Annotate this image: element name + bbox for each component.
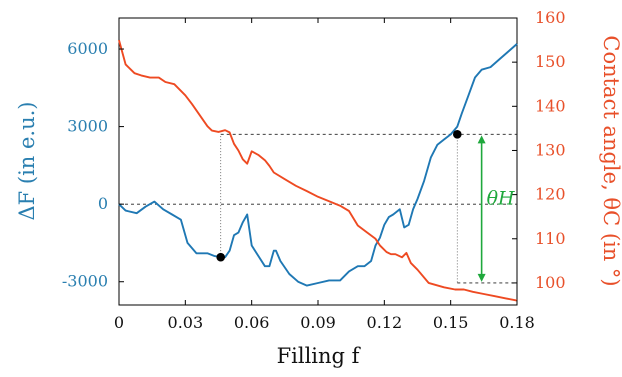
y-axis-left-label: ΔF (in e.u.) xyxy=(15,101,39,220)
y-right-tick-label: 120 xyxy=(535,185,566,204)
arrow-head-down xyxy=(477,273,486,282)
y-right-tick-label: 110 xyxy=(535,229,566,248)
x-tick-label: 0.12 xyxy=(367,313,403,332)
x-axis-label: Filling f xyxy=(277,344,362,368)
x-tick-label: 0.09 xyxy=(300,313,336,332)
y-right-tick-label: 140 xyxy=(535,96,566,115)
marker-point-1 xyxy=(216,252,226,262)
x-tick-label: 0.18 xyxy=(499,313,535,332)
x-tick-label: 0 xyxy=(114,313,124,332)
annotation-group: θH xyxy=(477,135,515,282)
marker-point-2 xyxy=(453,130,462,139)
y-left-tick-label: 0 xyxy=(98,194,108,213)
arrow-head-up xyxy=(477,135,486,144)
series-group xyxy=(118,39,518,302)
y-right-tick-label: 160 xyxy=(535,8,566,27)
x-tick-label: 0.15 xyxy=(433,313,469,332)
y-axis-right-label: Contact angle, θC (in °) xyxy=(599,35,622,286)
ticks-group: 0 0.03 0.06 0.09 0.12 0.15 0.18 6000 3000 0 -3000 1… xyxy=(62,8,566,332)
series-line-contact-angle xyxy=(118,39,518,302)
y-right-tick-label: 150 xyxy=(535,52,566,71)
y-right-tick-label: 130 xyxy=(535,140,566,159)
y-left-tick-label: -3000 xyxy=(62,272,108,291)
y-right-tick-label: 100 xyxy=(535,273,566,292)
x-tick-label: 0.06 xyxy=(234,313,270,332)
series-line-free-energy xyxy=(118,43,518,287)
reference-lines xyxy=(119,133,517,284)
y-left-tick-label: 3000 xyxy=(67,117,108,136)
y-left-tick-label: 6000 xyxy=(67,39,108,58)
x-tick-label: 0.03 xyxy=(168,313,204,332)
annotation-theta-h: θH xyxy=(487,188,515,210)
